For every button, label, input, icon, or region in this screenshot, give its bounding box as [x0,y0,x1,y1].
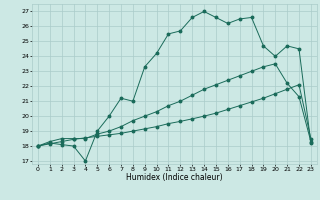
X-axis label: Humidex (Indice chaleur): Humidex (Indice chaleur) [126,173,223,182]
